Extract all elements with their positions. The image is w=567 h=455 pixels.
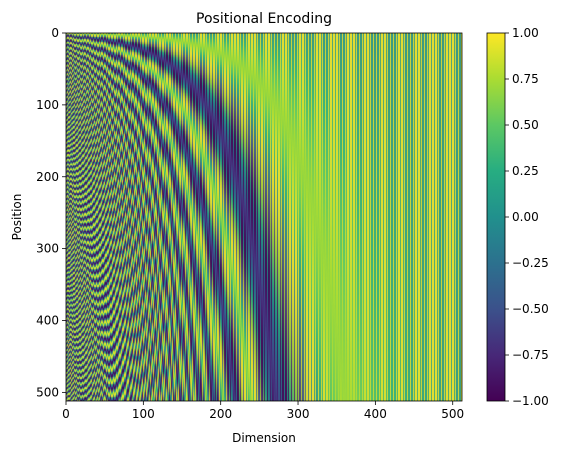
heatmap-area [65,32,463,402]
colorbar-tick-label: 0.00 [512,210,539,224]
y-tick-label: 100 [36,98,59,112]
y-axis: 0 100 200 300 400 500 [36,26,66,399]
y-tick-label: 200 [36,170,59,184]
colorbar-tick-label: 0.50 [512,118,539,132]
y-axis-label: Position [10,194,24,241]
colorbar-tick-label: 0.75 [512,72,539,86]
y-tick-label: 500 [36,385,59,399]
colorbar-tick-label: 1.00 [512,26,539,40]
colorbar-ticks: 1.00 0.75 0.50 0.25 0.00 −0.25 −0.50 −0.75 −1.00 [505,26,549,408]
x-tick-label: 500 [441,407,464,421]
chart-title: Positional Encoding [196,11,332,27]
x-axis: 0 100 200 300 400 500 [62,401,464,421]
colorbar-tick-label: −0.50 [512,302,549,316]
plot-frame [65,32,463,402]
y-tick-label: 0 [51,26,59,40]
colorbar-tick-label: 0.25 [512,164,539,178]
x-tick-label: 100 [132,407,155,421]
y-tick-label: 400 [36,314,59,328]
x-tick-label: 300 [287,407,310,421]
colorbar-gradient [486,32,506,402]
x-tick-label: 0 [62,407,70,421]
colorbar-tick-label: −0.25 [512,256,549,270]
colorbar-tick-label: −0.75 [512,348,549,362]
heatmap-canvas [66,33,462,401]
x-tick-label: 200 [209,407,232,421]
colorbar: 1.00 0.75 0.50 0.25 0.00 −0.25 −0.50 −0.75 −1.00 [486,26,549,408]
colorbar-tick-label: −1.00 [512,394,549,408]
x-tick-label: 400 [364,407,387,421]
y-tick-label: 300 [36,242,59,256]
x-axis-label: Dimension [232,431,296,445]
